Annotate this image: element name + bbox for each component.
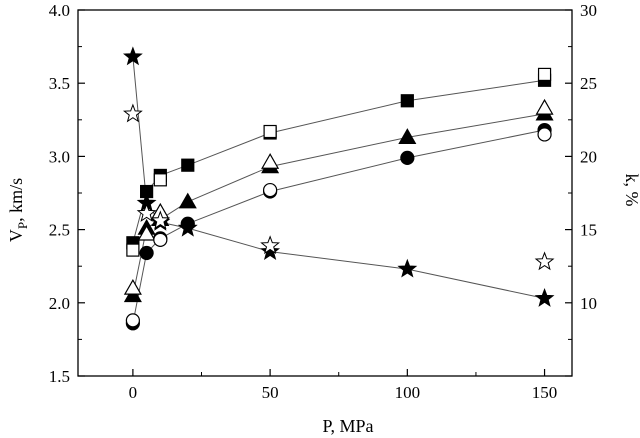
series-line-star <box>132 56 545 299</box>
series-line-square <box>132 79 545 243</box>
x-tick-label: 150 <box>532 383 558 402</box>
open-star-point <box>150 210 171 230</box>
series-markers <box>122 46 555 331</box>
filled-circle-point <box>400 150 415 165</box>
y2-tick-label: 10 <box>580 294 597 313</box>
left-axis-ticks <box>78 9 85 377</box>
filled-square-point <box>181 158 195 172</box>
y-tick-label: 3.0 <box>49 147 70 166</box>
x-tick-label: 0 <box>129 383 138 402</box>
y2-tick-label: 25 <box>580 74 597 93</box>
y-axis-title: VP, km/s <box>6 178 30 242</box>
open-star-point <box>122 103 143 123</box>
open-triangle-point <box>535 98 554 115</box>
open-square-point <box>153 173 167 187</box>
filled-circle-point <box>139 245 154 261</box>
filled-star-point <box>122 46 143 66</box>
open-star-point <box>260 235 281 255</box>
open-triangle-point <box>261 153 280 169</box>
right-axis-ticks <box>565 9 572 377</box>
y-tick-label: 2.5 <box>49 221 70 240</box>
y-axis-title-subscript: P <box>15 222 30 229</box>
y2-tick-label: 30 <box>580 1 597 20</box>
x-tick-label: 50 <box>262 383 279 402</box>
open-circle-point <box>537 127 552 142</box>
filled-star-point <box>177 217 198 237</box>
filled-star-point <box>397 258 418 278</box>
y-tick-label: 3.5 <box>49 74 70 93</box>
y-tick-label: 1.5 <box>49 367 70 386</box>
y2-tick-label: 15 <box>580 221 597 240</box>
tick-labels: 1.5 2.0 2.5 3.0 3.5 4.0 10 15 20 25 30 0 50 100 150 <box>49 1 597 402</box>
filled-square-point <box>400 94 414 108</box>
series-lines <box>132 56 545 324</box>
filled-star-point <box>260 241 281 260</box>
open-circle-point <box>125 313 140 328</box>
y2-axis-title: k, % <box>622 174 640 207</box>
filled-star-point <box>534 287 555 307</box>
filled-triangle-point <box>398 128 417 144</box>
open-circle-point <box>263 182 278 198</box>
y-axis-title-main: V <box>6 229 26 242</box>
y-tick-label: 2.0 <box>49 294 70 313</box>
filled-triangle-point <box>178 192 197 209</box>
y2-tick-label: 20 <box>580 147 597 166</box>
x-axis-title: P, MPa <box>322 416 373 436</box>
y-axis-title-suffix: , km/s <box>6 178 26 222</box>
open-square-point <box>537 67 552 82</box>
bottom-axis-ticks <box>132 369 546 376</box>
open-circle-point <box>153 232 168 247</box>
open-star-point <box>136 203 157 222</box>
open-triangle-point <box>137 224 156 241</box>
x-tick-label: 100 <box>395 383 421 402</box>
open-square-point <box>126 243 140 257</box>
y-tick-label: 4.0 <box>49 1 70 20</box>
open-triangle-point <box>123 278 142 295</box>
open-square-point <box>263 124 277 139</box>
open-star-point <box>534 251 555 271</box>
